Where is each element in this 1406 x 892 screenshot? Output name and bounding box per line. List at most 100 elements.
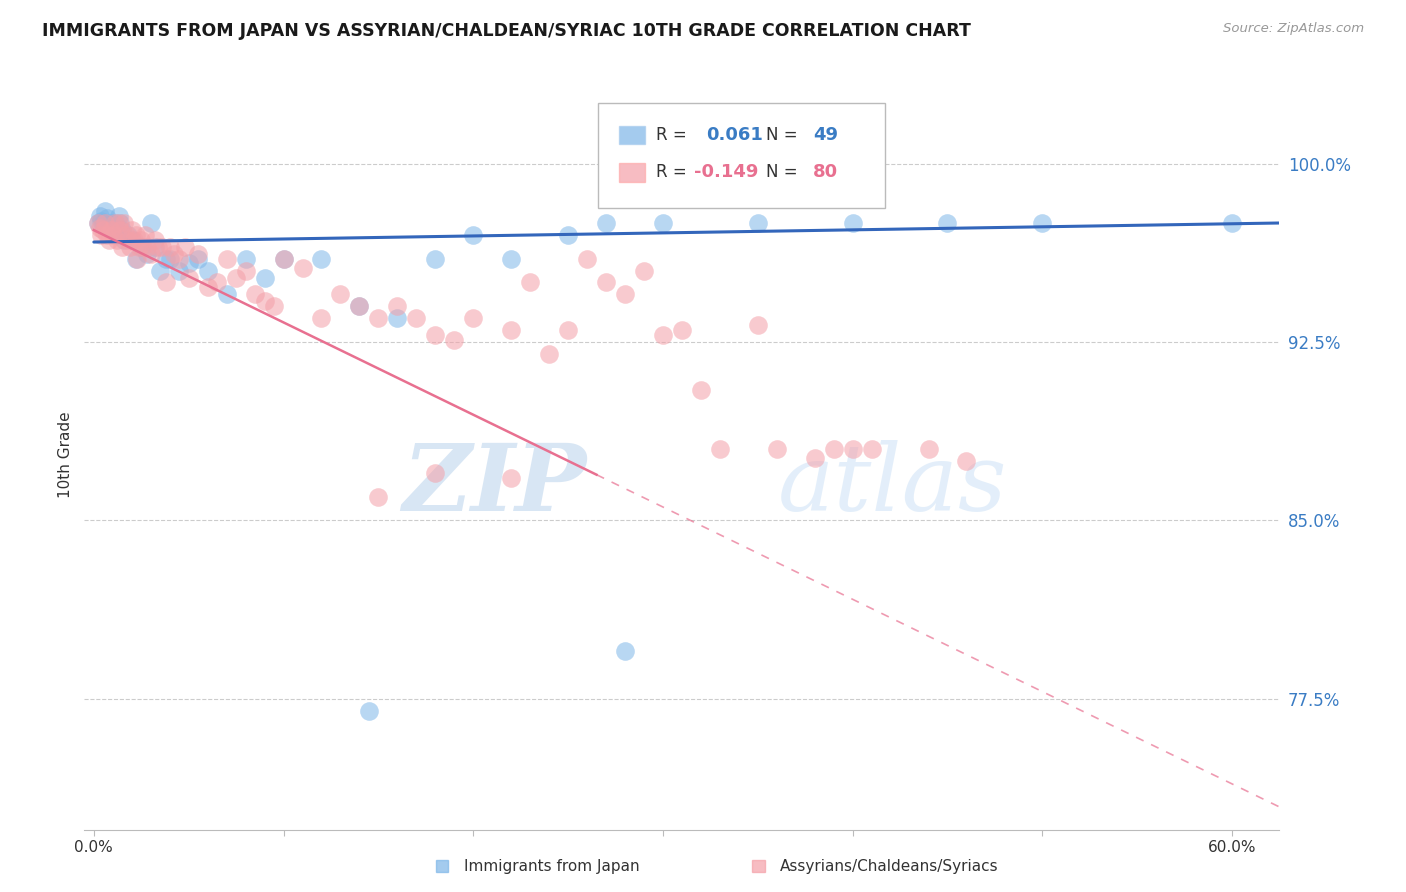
Point [225,270,247,285]
Point [104,216,127,230]
Point [143,233,166,247]
Point [159,240,181,254]
Point [155,252,177,266]
Text: R =: R = [655,126,692,144]
Point [557,323,579,337]
Point [538,347,561,361]
Point [197,263,219,277]
Point [689,383,711,397]
Point [115,227,138,242]
Point [149,263,172,277]
Point [98,220,121,235]
Point [112,216,135,230]
Point [329,287,352,301]
Point [112,233,135,247]
Point [117,233,139,247]
Point [291,261,314,276]
Point [98,233,121,247]
Point [124,227,146,242]
Point [595,216,617,230]
Point [823,442,845,456]
Text: 0.061: 0.061 [706,126,762,144]
Point [143,240,166,254]
Point [177,256,200,270]
Point [614,287,637,301]
Point [215,287,238,301]
Point [136,240,159,254]
Text: Source: ZipAtlas.com: Source: ZipAtlas.com [1223,22,1364,36]
Point [107,216,129,230]
Point [174,240,197,254]
Point [614,644,637,658]
Point [118,240,141,254]
Point [167,263,190,277]
Point [86,216,108,230]
Point [501,470,523,484]
Point [235,263,257,277]
Point [425,327,447,342]
Point [501,252,523,266]
Point [765,442,787,456]
Point [671,323,693,337]
Point [111,240,134,254]
Point [107,209,129,223]
Point [134,227,156,242]
Point [633,263,655,277]
Point [117,227,139,242]
Point [132,240,155,254]
Point [101,227,124,242]
Point [110,223,132,237]
Bar [619,126,645,145]
Point [576,252,599,266]
Point [104,216,127,230]
Point [122,233,145,247]
Point [90,227,112,242]
Text: ZIP: ZIP [402,440,586,530]
Point [311,311,333,326]
Point [162,247,184,261]
Point [86,216,108,230]
Bar [619,163,645,182]
Point [253,294,276,309]
Point [127,252,149,266]
Point [105,233,128,247]
Point [197,280,219,294]
Point [110,216,132,230]
Point [595,276,617,290]
FancyBboxPatch shape [599,103,886,208]
Point [367,311,389,326]
Point [349,299,371,313]
Point [121,233,143,247]
Point [187,252,209,266]
Point [917,442,939,456]
Point [803,451,825,466]
Point [136,247,159,261]
Point [187,247,209,261]
Point [139,216,162,230]
Point [128,240,150,254]
Point [90,213,112,227]
Point [94,216,117,230]
Point [709,442,731,456]
Text: N =: N = [766,163,803,181]
Point [747,216,769,230]
Point [747,318,769,333]
Point [129,240,152,254]
Text: R =: R = [655,163,692,181]
Point [841,216,863,230]
Text: N =: N = [766,126,803,144]
Text: 80: 80 [814,163,838,181]
Point [273,252,295,266]
Point [1220,216,1243,230]
Point [860,442,883,456]
Point [652,327,675,342]
Point [100,216,122,230]
Point [652,216,675,230]
Point [273,252,295,266]
Point [936,216,959,230]
Point [311,252,333,266]
Point [253,270,276,285]
Point [463,311,485,326]
Point [1031,216,1053,230]
Point [155,276,177,290]
